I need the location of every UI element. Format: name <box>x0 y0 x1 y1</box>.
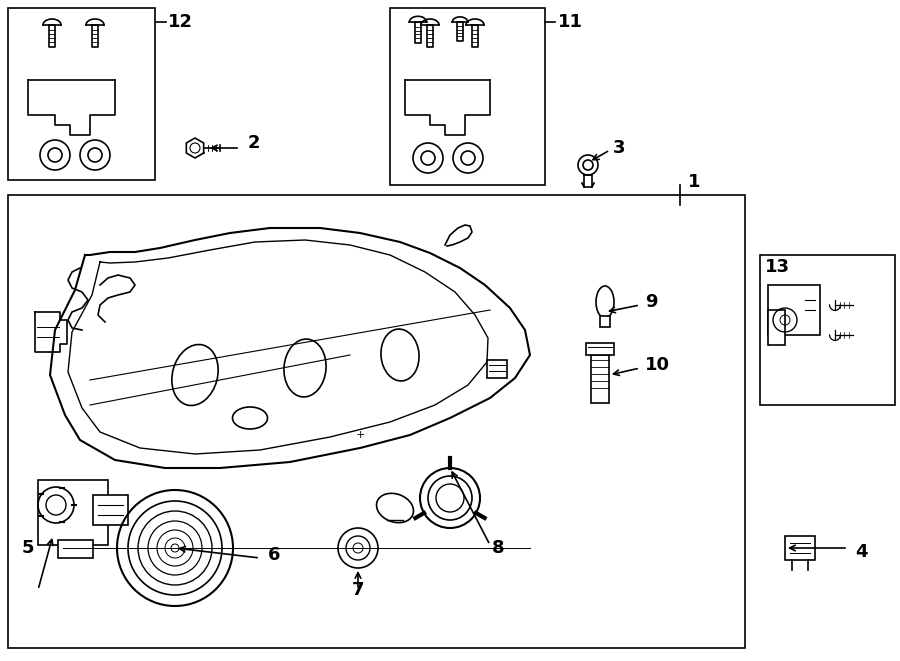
Bar <box>487 360 507 378</box>
Text: 10: 10 <box>645 356 670 374</box>
Text: 3: 3 <box>613 139 626 157</box>
Bar <box>768 310 785 345</box>
Bar <box>768 285 820 335</box>
Text: 4: 4 <box>855 543 868 561</box>
Bar <box>785 536 815 560</box>
Bar <box>38 480 108 545</box>
Text: 6: 6 <box>268 546 281 564</box>
Text: 5: 5 <box>22 539 34 557</box>
Text: 8: 8 <box>492 539 505 557</box>
Bar <box>760 255 895 405</box>
Text: 7: 7 <box>352 581 365 599</box>
Text: +: + <box>356 430 364 440</box>
Text: 2: 2 <box>248 134 260 152</box>
Bar <box>93 495 128 525</box>
Bar <box>8 195 745 648</box>
Bar <box>591 355 609 403</box>
Bar <box>586 343 614 355</box>
Bar <box>58 540 93 558</box>
Text: 1: 1 <box>688 173 700 191</box>
Text: 11: 11 <box>558 13 583 31</box>
Text: 9: 9 <box>645 293 658 311</box>
Bar <box>600 316 610 327</box>
Bar <box>8 8 155 180</box>
Text: 13: 13 <box>765 258 790 276</box>
Text: 12: 12 <box>168 13 193 31</box>
Bar <box>390 8 545 185</box>
